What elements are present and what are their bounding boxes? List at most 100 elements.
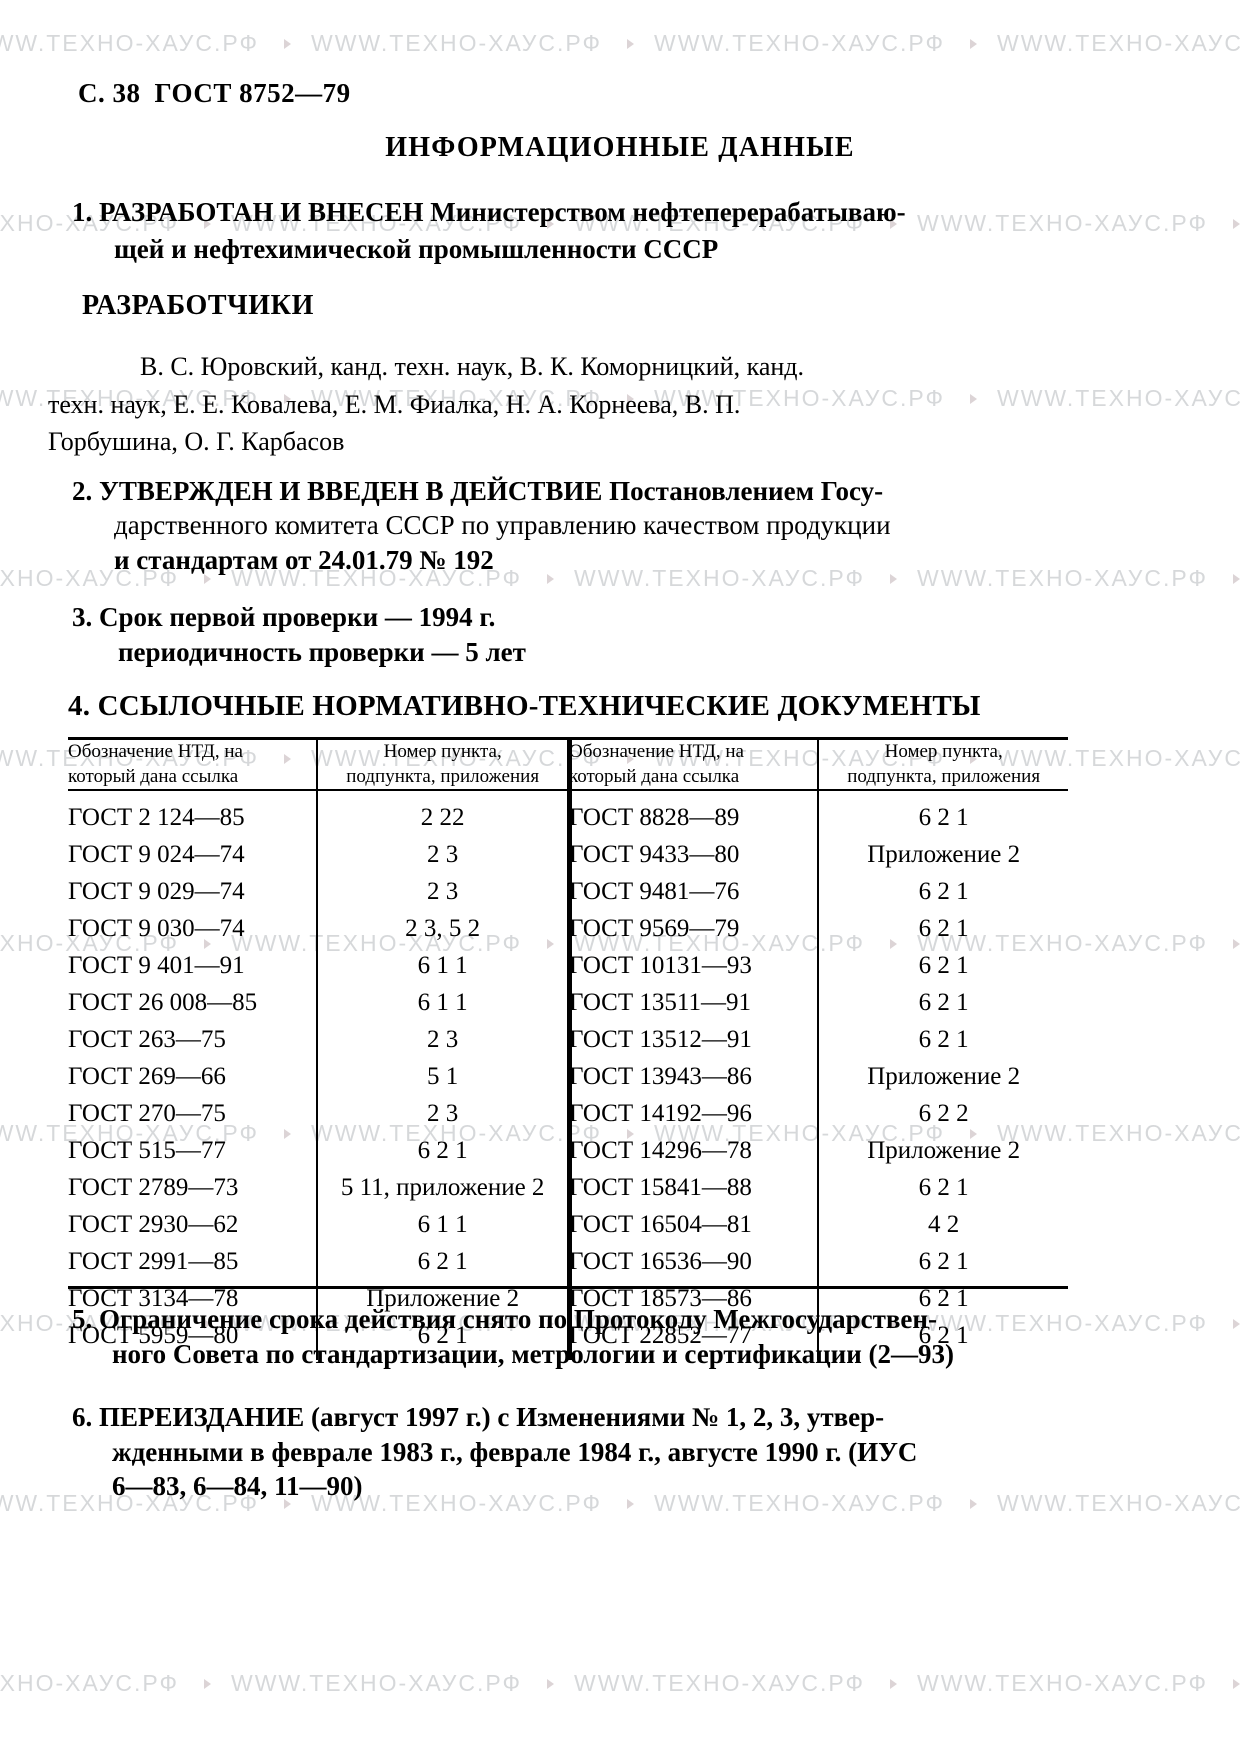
cell-ntd_left: ГОСТ 9 024—74: [68, 840, 245, 868]
cell-item_left: 6 1 1: [316, 984, 568, 1022]
cell-item_left: 2 3: [316, 1095, 568, 1133]
section-6-line-3: 6—83, 6—84, 11—90): [112, 1471, 363, 1502]
cell-item_left: 2 3: [316, 1021, 568, 1059]
cell-item_left: 6 2 1: [316, 1317, 568, 1361]
section-1-line-1: 1. РАЗРАБОТАН И ВНЕСЕН Министерством неф…: [72, 197, 906, 227]
cell-item_left: 2 3: [316, 873, 568, 911]
section-2-line-3: и стандартам от 24.01.79 № 192: [114, 544, 494, 575]
column-header-ntd-right-line2: который дана ссылка: [568, 765, 740, 787]
cell-item_right: 6 2 1: [817, 1317, 1068, 1361]
page-title: ИНФОРМАЦИОННЫЕ ДАННЫЕ: [385, 132, 855, 163]
cell-item_right: 6 2 1: [817, 790, 1068, 837]
cell-ntd_right: ГОСТ 9481—76: [566, 873, 819, 911]
cell-item_left: 2 3, 5 2: [316, 910, 568, 948]
cell-item_left: 6 1 1: [316, 1206, 568, 1244]
cell-ntd_left: ГОСТ 2930—62: [68, 1210, 239, 1238]
section-6-line-1: 6. ПЕРЕИЗДАНИЕ (август 1997 г.) с Измене…: [72, 1402, 885, 1432]
column-header-ntd-left-line1: Обозначение НТД, на: [68, 741, 243, 762]
cell-ntd_right: ГОСТ 9569—79: [566, 910, 819, 948]
table-row: ГОСТ 9 024—74 2 3 ГОСТ 9433—80 Приложение 2: [68, 836, 1068, 874]
table-row: ГОСТ 270—75 2 3 ГОСТ 14192—96 6 2 2: [68, 1095, 1068, 1133]
section-2-line-2: дарственного комитета СССР по управлению…: [114, 510, 891, 541]
cell-ntd_right: ГОСТ 22852—77: [566, 1317, 819, 1361]
table-head: Обозначение НТД, на который дана ссылка …: [68, 737, 1068, 792]
cell-ntd_left: ГОСТ 5959—80: [68, 1321, 239, 1349]
section-5-line-2: ного Совета по стандартизации, метрологи…: [112, 1338, 954, 1369]
section-6-reissue: 6. ПЕРЕИЗДАНИЕ (август 1997 г.) с Измене…: [72, 1400, 1172, 1504]
cell-ntd_left: ГОСТ 270—75: [68, 1099, 226, 1127]
table-header-row: Обозначение НТД, на который дана ссылка …: [68, 737, 1068, 792]
cell-ntd_left: ГОСТ 9 030—74: [68, 914, 245, 942]
table-row: ГОСТ 2930—62 6 1 1 ГОСТ 16504—81 4 2: [68, 1206, 1068, 1244]
developers-line-1: В. С. Юровский, канд. техн. наук, В. К. …: [140, 352, 805, 381]
cell-ntd_right: ГОСТ 15841—88: [566, 1169, 819, 1207]
cell-ntd_right: ГОСТ 14296—78: [566, 1132, 819, 1170]
cell-ntd_left: ГОСТ 2789—73: [68, 1173, 239, 1201]
cell-item_right: 6 2 1: [817, 1169, 1068, 1207]
table-body: ГОСТ 2 124—85 2 22 ГОСТ 8828—89 6 2 1 ГОСТ 9…: [68, 790, 1068, 1361]
cell-item_right: 6 2 1: [817, 910, 1068, 948]
page-header: С. 38 ГОСТ 8752—79: [78, 78, 351, 109]
developers-list: В. С. Юровский, канд. техн. наук, В. К. …: [48, 348, 1070, 461]
table-row: ГОСТ 2789—73 5 11, приложение 2 ГОСТ 15841…: [68, 1169, 1068, 1207]
cell-ntd_left: ГОСТ 26 008—85: [68, 988, 258, 1016]
cell-ntd_right: ГОСТ 8828—89: [566, 790, 819, 837]
section-3-review-period: 3. Срок первой проверки — 1994 г. период…: [72, 600, 1072, 670]
cell-ntd_right: ГОСТ 13512—91: [566, 1021, 819, 1059]
cell-item_left: 5 11, приложение 2: [316, 1169, 568, 1207]
column-header-ntd-right-line1: Обозначение НТД, на: [568, 741, 744, 762]
cell-item_right: 6 2 2: [817, 1095, 1068, 1133]
column-header-ntd-left-line2: который дана ссылка: [68, 765, 239, 787]
column-header-item-left-line2: подпункта, приложения: [346, 765, 540, 787]
section-1-developed-by: 1. РАЗРАБОТАН И ВНЕСЕН Министерством неф…: [72, 196, 1152, 266]
section-1-line-2: щей и нефтехимической промышленности ССС…: [114, 233, 719, 264]
developers-line-3: Горбушина, О. Г. Карбасов: [48, 427, 345, 457]
section-6-line-2: жденными в феврале 1983 г., феврале 1984…: [112, 1436, 918, 1467]
cell-item_right: Приложение 2: [817, 836, 1068, 874]
cell-item_right: 6 2 1: [817, 984, 1068, 1022]
cell-item_left: 6 2 1: [316, 1243, 568, 1281]
column-header-item-right: Номер пункта, подпункта, приложения: [817, 737, 1068, 792]
section-5-line-1: 5. Ограничение срока действия снято по П…: [72, 1304, 937, 1334]
table-row: ГОСТ 9 029—74 2 3 ГОСТ 9481—76 6 2 1: [68, 873, 1068, 911]
column-header-ntd-left: Обозначение НТД, на который дана ссылка: [68, 737, 318, 792]
column-header-item-right-line2: подпункта, приложения: [847, 765, 1041, 787]
table-row: ГОСТ 269—66 5 1 ГОСТ 13943—86 Приложение 2: [68, 1058, 1068, 1096]
cell-ntd_right: ГОСТ 14192—96: [566, 1095, 819, 1133]
table-bottom-rule: [68, 1286, 1068, 1289]
column-header-item-left: Номер пункта, подпункта, приложения: [316, 737, 568, 792]
reference-documents-table: Обозначение НТД, на который дана ссылка …: [68, 737, 1068, 1361]
table-row: ГОСТ 9 030—74 2 3, 5 2 ГОСТ 9569—79 6 2 1: [68, 910, 1068, 948]
section-3-line-1: 3. Срок первой проверки — 1994 г.: [72, 602, 496, 632]
section-2-approved-by: 2. УТВЕРЖДЕН И ВВЕДЕН В ДЕЙСТВИЕ Постано…: [72, 474, 1162, 577]
cell-ntd_right: ГОСТ 13511—91: [566, 984, 819, 1022]
cell-ntd_left: ГОСТ 2991—85: [68, 1247, 239, 1275]
table-row: ГОСТ 9 401—91 6 1 1 ГОСТ 10131—93 6 2 1: [68, 947, 1068, 985]
cell-ntd_left: ГОСТ 263—75: [68, 1025, 226, 1053]
cell-ntd_left: ГОСТ 2 124—85: [68, 803, 245, 831]
table-row: ГОСТ 5959—80 6 2 1 ГОСТ 22852—77 6 2 1: [68, 1317, 1068, 1361]
section-5-validity: 5. Ограничение срока действия снято по П…: [72, 1302, 1167, 1371]
cell-ntd_right: ГОСТ 16504—81: [566, 1206, 819, 1244]
cell-item_right: 6 2 1: [817, 873, 1068, 911]
cell-ntd_right: ГОСТ 9433—80: [566, 836, 819, 874]
cell-ntd_right: ГОСТ 10131—93: [566, 947, 819, 985]
cell-ntd_right: ГОСТ 16536—90: [566, 1243, 819, 1281]
column-header-item-right-line1: Номер пункта,: [884, 741, 1003, 762]
table-row: ГОСТ 515—77 6 2 1 ГОСТ 14296—78 Приложение …: [68, 1132, 1068, 1170]
cell-item_right: Приложение 2: [817, 1058, 1068, 1096]
standard-number-label: ГОСТ 8752—79: [154, 78, 351, 108]
column-header-ntd-right: Обозначение НТД, на который дана ссылка: [566, 737, 819, 792]
developers-heading: РАЗРАБОТЧИКИ: [82, 290, 314, 321]
cell-ntd_left: ГОСТ 3134—78: [68, 1284, 239, 1312]
cell-ntd_left: ГОСТ 9 401—91: [68, 951, 245, 979]
cell-item_right: Приложение 2: [817, 1132, 1068, 1170]
table-row: ГОСТ 2 124—85 2 22 ГОСТ 8828—89 6 2 1: [68, 790, 1068, 837]
page-number-label: С. 38: [78, 78, 141, 108]
cell-item_right: 6 2 1: [817, 1243, 1068, 1281]
table-row: ГОСТ 26 008—85 6 1 1 ГОСТ 13511—91 6 2 1: [68, 984, 1068, 1022]
cell-ntd_right: ГОСТ 13943—86: [566, 1058, 819, 1096]
section-2-line-1: 2. УТВЕРЖДЕН И ВВЕДЕН В ДЕЙСТВИЕ Постано…: [72, 476, 884, 506]
developers-line-2: техн. наук, Е. Е. Ковалева, Е. М. Фиалка…: [48, 389, 741, 419]
